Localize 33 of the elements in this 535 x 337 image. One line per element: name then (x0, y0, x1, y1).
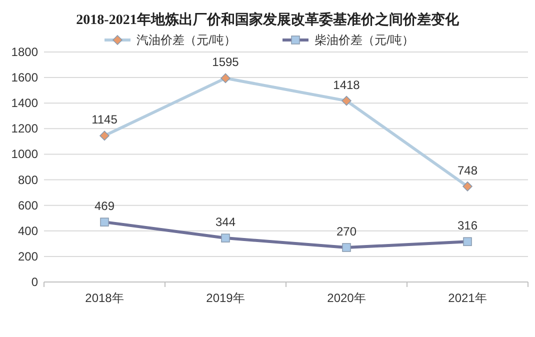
legend-label: 柴油价差（元/吨） (314, 33, 414, 47)
legend-label: 汽油价差（元/吨） (136, 33, 236, 47)
y-tick-label: 200 (18, 249, 38, 264)
data-label: 270 (336, 224, 357, 238)
y-tick-label: 1200 (11, 122, 38, 136)
point (100, 218, 109, 226)
data-label: 748 (457, 163, 478, 178)
point (463, 237, 472, 246)
y-tick-label: 600 (18, 198, 38, 212)
point (342, 96, 352, 106)
data-label: 1145 (92, 112, 118, 127)
chart-title: 2018-2021年地炼出厂价和国家发展改革委基准价之间价差变化 (76, 11, 460, 28)
point (342, 243, 351, 252)
x-tick-label: 2018年 (85, 291, 124, 305)
point (220, 73, 230, 84)
y-tick-label: 1000 (11, 147, 38, 162)
point (100, 130, 110, 141)
x-tick-label: 2019年 (206, 291, 245, 305)
x-tick-label: 2020年 (327, 291, 366, 305)
data-label: 344 (215, 215, 236, 230)
y-tick-label: 1400 (11, 96, 38, 110)
y-tick-label: 800 (18, 172, 38, 187)
data-label: 1595 (212, 55, 240, 70)
y-tick-label: 0 (31, 275, 38, 289)
data-label: 1418 (333, 78, 360, 92)
y-tick-label: 1600 (11, 70, 38, 85)
data-label: 469 (94, 199, 115, 214)
data-label: 316 (457, 218, 478, 233)
y-tick-label: 1800 (11, 45, 38, 59)
point (221, 234, 230, 242)
y-tick-label: 400 (18, 224, 38, 238)
point (462, 182, 472, 192)
x-tick-label: 2021年 (448, 291, 487, 305)
